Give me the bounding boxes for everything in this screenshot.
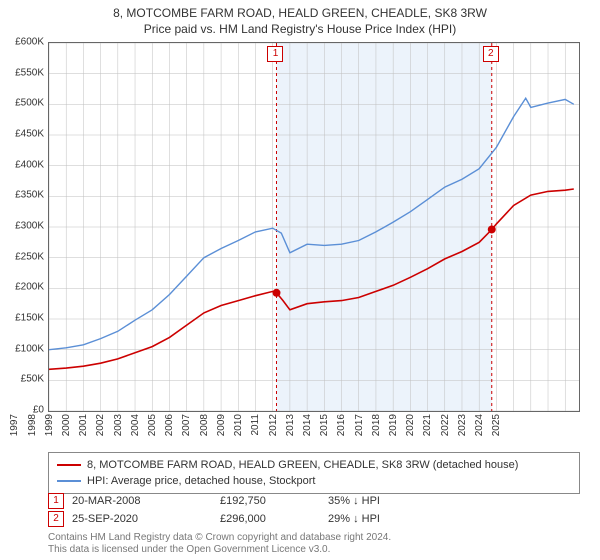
legend-item: 8, MOTCOMBE FARM ROAD, HEALD GREEN, CHEA… <box>57 457 571 473</box>
sale-hpi-diff: 29% ↓ HPI <box>328 513 428 525</box>
sale-hpi-diff: 35% ↓ HPI <box>328 495 428 507</box>
sale-marker-box: 1 <box>267 46 283 62</box>
y-tick-label: £150K <box>0 313 44 324</box>
legend-label: 8, MOTCOMBE FARM ROAD, HEALD GREEN, CHEA… <box>87 459 518 471</box>
y-tick-label: £200K <box>0 282 44 293</box>
x-tick-label: 2025 <box>491 414 600 436</box>
chart-title-line2: Price paid vs. HM Land Registry's House … <box>0 20 600 40</box>
footer-line: Contains HM Land Registry data © Crown c… <box>48 532 580 544</box>
legend: 8, MOTCOMBE FARM ROAD, HEALD GREEN, CHEA… <box>48 452 580 494</box>
y-tick-label: £500K <box>0 98 44 109</box>
chart-container: 8, MOTCOMBE FARM ROAD, HEALD GREEN, CHEA… <box>0 0 600 560</box>
footer-line: This data is licensed under the Open Gov… <box>48 544 580 556</box>
legend-label: HPI: Average price, detached house, Stoc… <box>87 475 316 487</box>
legend-swatch <box>57 480 81 482</box>
attribution-footer: Contains HM Land Registry data © Crown c… <box>48 532 580 556</box>
y-tick-label: £550K <box>0 67 44 78</box>
y-tick-label: £400K <box>0 159 44 170</box>
sale-marker-icon: 1 <box>48 493 64 509</box>
y-tick-label: £350K <box>0 190 44 201</box>
sale-date: 25-SEP-2020 <box>72 513 212 525</box>
y-tick-label: £250K <box>0 251 44 262</box>
table-row: 2 25-SEP-2020 £296,000 29% ↓ HPI <box>48 510 580 528</box>
sale-date: 20-MAR-2008 <box>72 495 212 507</box>
sale-marker-icon: 2 <box>48 511 64 527</box>
sales-table: 1 20-MAR-2008 £192,750 35% ↓ HPI 2 25-SE… <box>48 492 580 528</box>
chart-svg <box>49 43 579 411</box>
sale-marker-box: 2 <box>483 46 499 62</box>
table-row: 1 20-MAR-2008 £192,750 35% ↓ HPI <box>48 492 580 510</box>
plot-area <box>48 42 580 412</box>
y-tick-label: £50K <box>0 374 44 385</box>
sale-price: £192,750 <box>220 495 320 507</box>
y-tick-label: £100K <box>0 343 44 354</box>
y-tick-label: £300K <box>0 221 44 232</box>
y-tick-label: £450K <box>0 129 44 140</box>
y-tick-label: £600K <box>0 37 44 48</box>
legend-swatch <box>57 464 81 466</box>
chart-title-line1: 8, MOTCOMBE FARM ROAD, HEALD GREEN, CHEA… <box>0 0 600 20</box>
sale-price: £296,000 <box>220 513 320 525</box>
legend-item: HPI: Average price, detached house, Stoc… <box>57 473 571 489</box>
